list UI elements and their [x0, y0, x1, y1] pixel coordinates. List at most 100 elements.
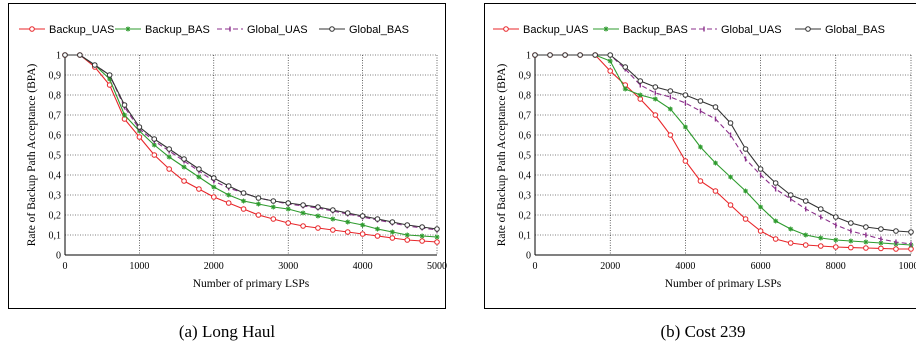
data-point — [226, 192, 232, 198]
data-point — [196, 186, 202, 192]
data-point — [817, 243, 824, 249]
data-point — [788, 226, 794, 232]
legend-marker — [125, 26, 131, 32]
data-point — [225, 183, 232, 189]
data-point — [818, 235, 824, 241]
data-point — [374, 226, 380, 232]
legend-label: Backup_BAS — [145, 24, 210, 36]
chart-panel-long-haul: 0 0,1 0,2 0,3 0,4 0,5 0,6 0,7 0,8 0,9 1 0 1000 2000 30… — [8, 0, 448, 354]
legend-label: Backup_UAS — [523, 24, 588, 36]
data-point — [121, 102, 128, 108]
y-tick-label: 0,4 — [49, 171, 62, 182]
data-point — [389, 219, 396, 225]
data-point — [344, 229, 351, 235]
data-point — [77, 52, 83, 58]
data-point — [637, 78, 644, 84]
y-tick-label: 0,2 — [519, 211, 532, 222]
data-point — [742, 216, 749, 222]
data-point — [404, 232, 410, 238]
data-point — [166, 146, 172, 152]
data-point — [727, 202, 734, 208]
data-point — [697, 98, 704, 104]
series-global-uas — [64, 52, 438, 233]
data-point — [577, 52, 583, 58]
legend-label: Global_UAS — [721, 24, 782, 36]
series-line — [65, 54, 438, 231]
data-point — [592, 52, 598, 58]
data-point — [255, 201, 261, 207]
data-point — [757, 166, 764, 172]
data-point — [211, 194, 217, 200]
x-tick-label: 3000 — [278, 261, 298, 272]
data-point — [241, 198, 247, 204]
data-point — [122, 112, 128, 118]
chart-frame: 0 0,1 0,2 0,3 0,4 0,5 0,6 0,7 0,8 0,9 1 0 1000 2000 30… — [8, 3, 447, 309]
data-point — [345, 219, 351, 225]
data-point — [166, 166, 172, 172]
data-point — [757, 228, 764, 234]
data-point — [697, 144, 703, 150]
data-point — [389, 235, 396, 241]
data-point — [893, 228, 899, 234]
y-tick-label: 0,4 — [519, 171, 532, 182]
data-point — [562, 52, 568, 58]
legend-marker — [29, 26, 35, 32]
gridlines — [65, 54, 438, 255]
data-point — [315, 204, 321, 210]
data-point — [300, 202, 306, 208]
data-point — [712, 104, 719, 110]
data-point — [62, 52, 68, 58]
x-tick-label: 0 — [63, 261, 68, 272]
x-axis-title: Number of primary LSPs — [665, 278, 782, 290]
data-point — [255, 212, 262, 218]
data-point — [532, 52, 538, 58]
y-tick-label: 1 — [526, 51, 531, 62]
data-point — [637, 92, 643, 98]
legend-marker — [329, 26, 335, 32]
data-point — [107, 76, 113, 82]
data-point — [225, 200, 232, 206]
data-point — [878, 245, 884, 252]
x-tick-label: 5000 — [427, 261, 447, 272]
data-point — [758, 204, 764, 210]
data-point — [652, 96, 658, 102]
data-point — [196, 166, 202, 172]
y-tick-label: 0,6 — [49, 131, 62, 142]
series-backup-bas — [62, 52, 440, 240]
x-tick-label: 1000 — [129, 261, 149, 272]
chart-frame: 0 0,1 0,2 0,3 0,4 0,5 0,6 0,7 0,8 0,9 1 0 2000 4000 60… — [484, 3, 916, 309]
series-line — [535, 54, 912, 233]
data-point — [359, 213, 366, 219]
data-point — [667, 106, 673, 112]
data-point — [270, 204, 276, 210]
y-tick-label: 0,3 — [519, 191, 532, 202]
data-point — [240, 206, 247, 212]
data-point — [787, 192, 794, 198]
legend: Backup_UAS Backup_BAS Global_UAS Global_BAS — [19, 24, 409, 36]
legend-label: Global_BAS — [825, 24, 885, 36]
data-point — [667, 88, 674, 94]
data-point — [344, 210, 351, 216]
y-tick-label: 0,6 — [519, 131, 532, 142]
data-point — [622, 64, 629, 70]
data-point — [833, 237, 839, 243]
series-backup-uas — [532, 52, 914, 252]
data-point — [374, 216, 381, 222]
data-point — [697, 178, 704, 184]
legend: Backup_UAS Backup_BAS Global_UAS Global_BAS — [493, 24, 885, 36]
data-point — [802, 242, 809, 248]
gridlines — [535, 54, 912, 255]
data-point — [255, 195, 262, 201]
data-point — [682, 92, 689, 98]
data-point — [727, 120, 734, 126]
data-point — [300, 210, 306, 216]
legend-label: Global_BAS — [349, 24, 409, 36]
data-point — [285, 220, 292, 226]
data-point — [817, 206, 824, 212]
data-point — [166, 154, 172, 160]
data-point — [742, 146, 749, 152]
series-line — [65, 54, 438, 238]
data-point — [908, 229, 914, 235]
data-point — [151, 136, 158, 142]
data-point — [833, 244, 839, 250]
